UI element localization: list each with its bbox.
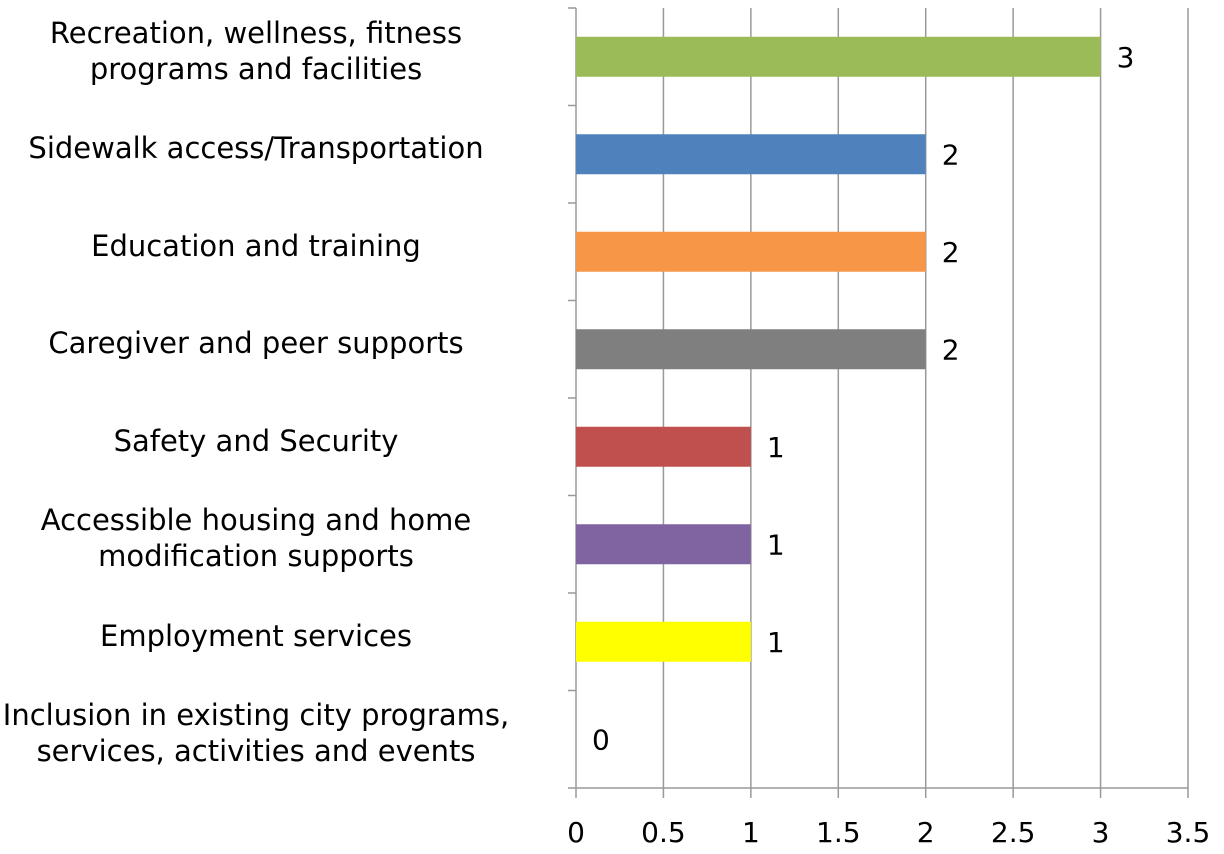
bar (576, 329, 926, 370)
x-tick-label: 0 (567, 816, 585, 849)
value-label: 1 (767, 431, 785, 464)
bar (576, 36, 1101, 77)
x-tick-label: 1 (742, 816, 760, 849)
x-tick-label: 2.5 (991, 816, 1036, 849)
x-tick-label: 2 (917, 816, 935, 849)
x-tick-label: 3 (1092, 816, 1110, 849)
value-label: 2 (942, 333, 960, 366)
x-tick-label: 3.5 (1166, 816, 1211, 849)
value-label: 1 (767, 528, 785, 561)
y-tick-label: Safety and Security (113, 423, 399, 458)
x-tick-label: 0.5 (641, 816, 686, 849)
y-tick-label: Recreation, wellness, fitness programs a… (49, 15, 463, 86)
y-tick-label: Inclusion in existing city programs, ser… (2, 698, 510, 769)
y-tick-label: Education and training (91, 228, 421, 263)
y-tick-label: Caregiver and peer supports (48, 326, 464, 361)
y-tick-label: Sidewalk access/Transportation (28, 131, 484, 166)
bar (576, 426, 751, 467)
value-label: 0 (592, 723, 610, 756)
bar (576, 134, 926, 175)
value-label: 2 (942, 138, 960, 171)
y-tick-label: Employment services (100, 618, 412, 653)
bar (576, 621, 751, 662)
bar (576, 524, 751, 565)
value-label: 2 (942, 236, 960, 269)
x-tick-label: 1.5 (816, 816, 861, 849)
bar (576, 231, 926, 272)
value-label: 1 (767, 626, 785, 659)
y-tick-label: Accessible housing and home modification… (40, 503, 472, 574)
value-label: 3 (1117, 41, 1135, 74)
